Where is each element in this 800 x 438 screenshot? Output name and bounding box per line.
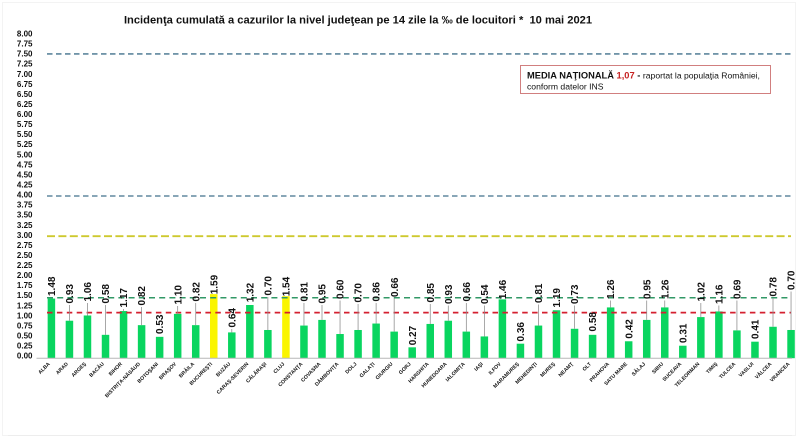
svg-text:5.00: 5.00 <box>17 150 33 159</box>
svg-text:0.66: 0.66 <box>390 277 401 297</box>
svg-text:2.50: 2.50 <box>17 251 33 260</box>
svg-text:conform datelor INS: conform datelor INS <box>527 81 604 91</box>
svg-text:0.86: 0.86 <box>372 282 383 302</box>
svg-text:0.36: 0.36 <box>516 322 527 342</box>
svg-text:7.00: 7.00 <box>17 70 33 79</box>
svg-text:0.69: 0.69 <box>733 279 744 299</box>
svg-text:3.50: 3.50 <box>17 211 33 220</box>
svg-text:0.78: 0.78 <box>769 277 780 297</box>
svg-text:0.85: 0.85 <box>426 283 437 303</box>
svg-text:4.50: 4.50 <box>17 170 33 179</box>
svg-text:0.93: 0.93 <box>444 284 455 304</box>
svg-text:0.70: 0.70 <box>787 270 798 290</box>
svg-text:6.75: 6.75 <box>17 80 33 89</box>
svg-text:0.70: 0.70 <box>263 276 274 296</box>
svg-text:2.75: 2.75 <box>17 241 33 250</box>
svg-text:0.95: 0.95 <box>318 284 329 304</box>
svg-text:OLT: OLT <box>582 361 594 373</box>
svg-text:0.75: 0.75 <box>17 321 33 330</box>
svg-text:0.81: 0.81 <box>300 282 311 302</box>
svg-text:4.25: 4.25 <box>17 181 33 190</box>
svg-text:1.54: 1.54 <box>282 276 293 296</box>
svg-text:0.31: 0.31 <box>678 323 689 343</box>
svg-text:0.70: 0.70 <box>354 283 365 303</box>
svg-text:1.75: 1.75 <box>17 281 33 290</box>
svg-text:0.50: 0.50 <box>17 332 33 341</box>
svg-text:1.16: 1.16 <box>714 284 725 304</box>
svg-text:0.93: 0.93 <box>65 284 76 304</box>
svg-text:1.02: 1.02 <box>696 282 707 302</box>
svg-text:0.58: 0.58 <box>101 284 112 304</box>
svg-text:0.58: 0.58 <box>588 312 599 332</box>
svg-text:0.66: 0.66 <box>462 282 473 302</box>
svg-text:6.25: 6.25 <box>17 100 33 109</box>
svg-text:8.00: 8.00 <box>17 30 33 39</box>
svg-text:0.82: 0.82 <box>191 282 202 302</box>
svg-text:1.50: 1.50 <box>17 291 33 300</box>
svg-text:3.75: 3.75 <box>17 201 33 210</box>
svg-text:0.53: 0.53 <box>155 314 166 334</box>
svg-text:0.41: 0.41 <box>751 319 762 339</box>
svg-text:1.59: 1.59 <box>209 274 220 294</box>
svg-text:1.46: 1.46 <box>498 279 509 299</box>
svg-text:0.27: 0.27 <box>408 325 419 345</box>
svg-text:0.60: 0.60 <box>336 279 347 299</box>
svg-text:1.26: 1.26 <box>660 279 671 299</box>
svg-text:IAŞI: IAŞI <box>473 361 485 373</box>
svg-text:1.25: 1.25 <box>17 301 33 310</box>
svg-text:2.25: 2.25 <box>17 261 33 270</box>
svg-text:MEDIA NAŢIONALĂ 1,07 - raporta: MEDIA NAŢIONALĂ 1,07 - raportat la popul… <box>527 71 760 81</box>
svg-text:1.48: 1.48 <box>47 276 58 296</box>
svg-text:5.50: 5.50 <box>17 130 33 139</box>
svg-text:4.00: 4.00 <box>17 191 33 200</box>
svg-text:0.54: 0.54 <box>480 284 491 304</box>
svg-text:4.75: 4.75 <box>17 160 33 169</box>
svg-text:5.75: 5.75 <box>17 120 33 129</box>
svg-text:6.00: 6.00 <box>17 110 33 119</box>
svg-text:1.17: 1.17 <box>119 288 130 308</box>
svg-text:0.25: 0.25 <box>17 342 33 351</box>
svg-text:3.00: 3.00 <box>17 231 33 240</box>
svg-text:1.19: 1.19 <box>552 288 563 308</box>
svg-text:Incidenţa cumulată a cazurilor: Incidenţa cumulată a cazurilor la nivel … <box>124 14 592 26</box>
svg-text:0.81: 0.81 <box>534 283 545 303</box>
svg-text:1.10: 1.10 <box>173 285 184 305</box>
svg-text:6.50: 6.50 <box>17 90 33 99</box>
svg-text:3.25: 3.25 <box>17 221 33 230</box>
svg-text:0.95: 0.95 <box>642 279 653 299</box>
svg-text:1.00: 1.00 <box>17 311 33 320</box>
svg-text:5.25: 5.25 <box>17 140 33 149</box>
svg-text:0.64: 0.64 <box>227 308 238 328</box>
svg-text:0.82: 0.82 <box>137 286 148 306</box>
svg-text:7.50: 7.50 <box>17 50 33 59</box>
svg-text:0.73: 0.73 <box>570 284 581 304</box>
svg-text:0.42: 0.42 <box>624 319 635 339</box>
svg-text:2.00: 2.00 <box>17 271 33 280</box>
svg-text:1.26: 1.26 <box>606 279 617 299</box>
svg-text:7.75: 7.75 <box>17 40 33 49</box>
svg-text:7.25: 7.25 <box>17 60 33 69</box>
svg-text:1.32: 1.32 <box>245 282 256 302</box>
svg-text:1.06: 1.06 <box>83 282 94 302</box>
svg-text:0.00: 0.00 <box>17 352 33 361</box>
